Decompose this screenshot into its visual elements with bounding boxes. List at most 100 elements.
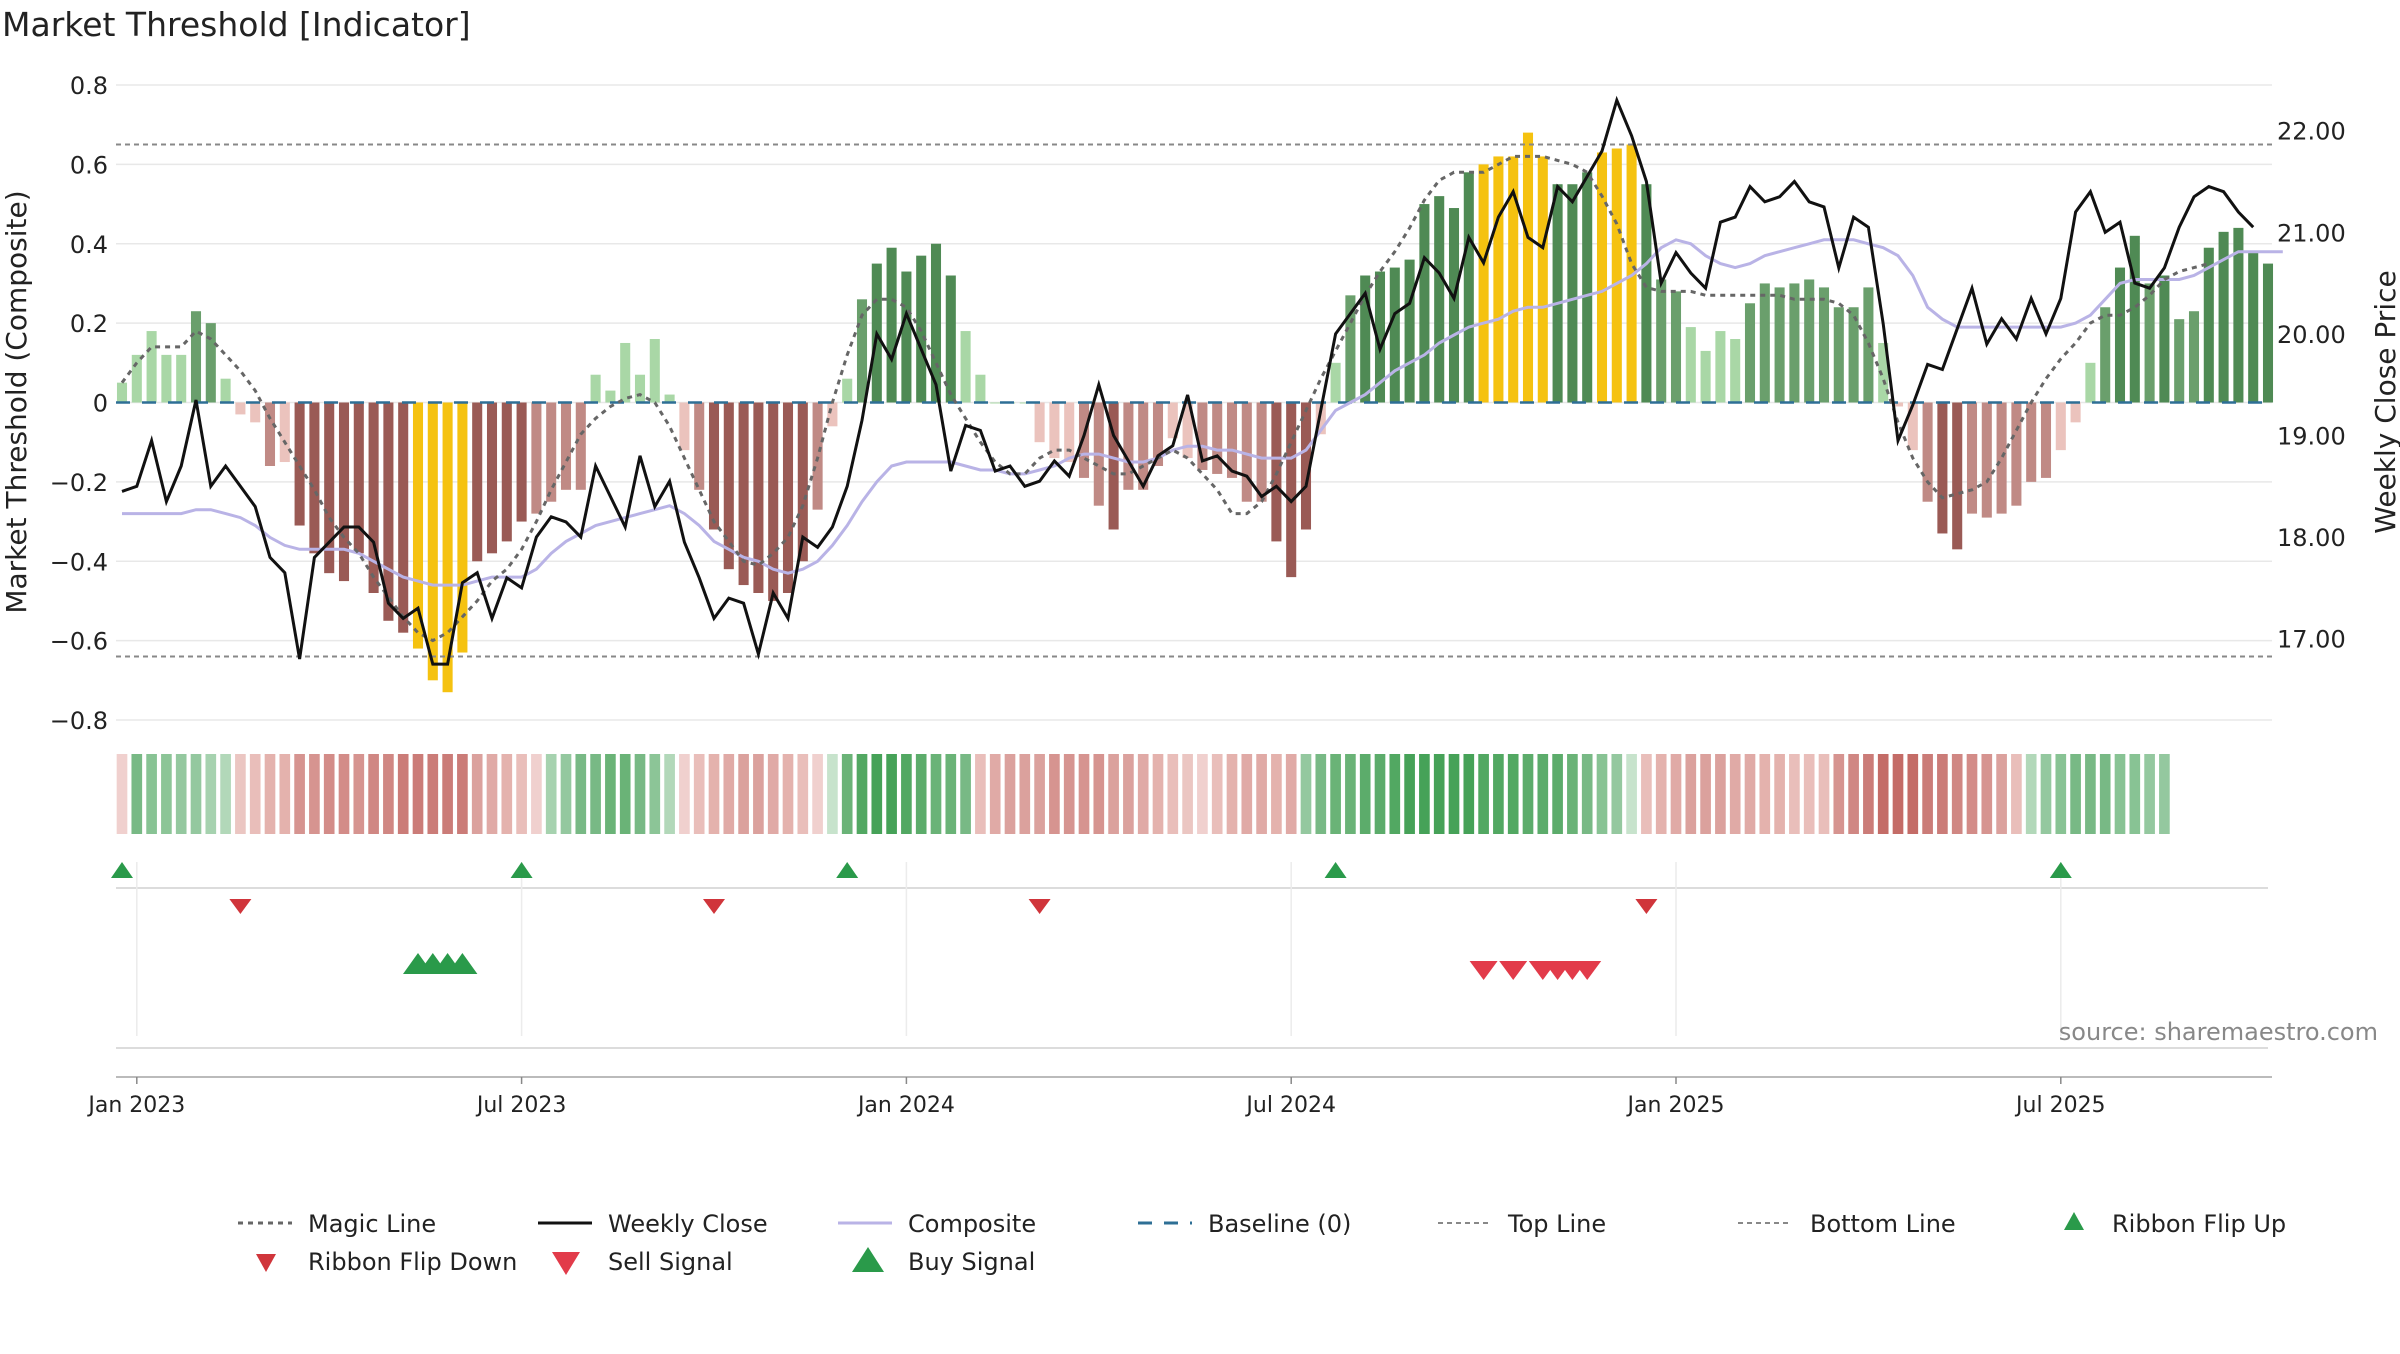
ribbon-cell [2085,754,2096,834]
composite-bar [2100,307,2111,403]
composite-bar [1448,208,1460,403]
legend-weekly-close: Weekly Close [538,1210,768,1238]
ribbon-cell [1877,754,1889,834]
y-tick-label: −0.2 [50,469,108,497]
composite-bar [1522,132,1534,403]
composite-bar [886,247,897,403]
ribbon-cell [1211,754,1223,834]
composite-bar [220,378,231,403]
ribbon-cell [738,754,749,834]
composite-bar [1922,402,1933,502]
ribbon-cell [2025,754,2037,834]
y2-tick-label: 22.00 [2277,118,2346,146]
ribbon-cell [1330,754,1341,834]
ribbon-cell [1389,754,1401,834]
y2-tick-label: 20.00 [2277,321,2346,349]
legend-ribbon-flip-up-label: Ribbon Flip Up [2112,1210,2286,1238]
composite-bar [531,402,542,514]
buy-signal-marker [447,953,478,974]
legend-bottom-line: Bottom Line [1738,1210,1956,1238]
composite-bar [1389,267,1400,403]
composite-bar [664,394,675,403]
ribbon-flip-down-marker [703,899,725,914]
composite-bar [2070,402,2081,423]
composite-bar [560,402,572,490]
ribbon-cell [856,754,868,834]
ribbon-cell [1892,754,1904,834]
composite-bar [945,275,956,403]
ribbon-cell [2144,754,2155,834]
ribbon-cell [1063,754,1075,834]
ribbon-cell [545,754,557,834]
composite-bar [1848,307,1859,403]
y-tick-label: 0.4 [70,231,108,259]
composite-bar [176,354,187,403]
composite-bar [1049,402,1060,459]
ribbon-cell [827,754,838,834]
ribbon-cell [2129,754,2141,834]
ribbon-cell [1404,754,1415,834]
composite-bar [1744,303,1756,403]
composite-bar [738,402,749,586]
composite-bar [501,402,512,542]
ribbon-flip-up-marker [510,862,533,878]
ribbon-cell [1271,754,1282,834]
composite-bar [1552,184,1563,403]
composite-bar [1064,402,1075,463]
ribbon-cell [235,754,246,834]
composite-bar [1374,271,1386,403]
ribbon-cell [1345,754,1356,834]
ribbon-flip-down-marker [1635,899,1658,914]
composite-bar [338,402,350,582]
ribbon-cell [1448,754,1460,834]
composite-bar [1996,402,2007,514]
composite-bar [901,271,912,403]
ribbon-cell [501,754,513,834]
ribbon-cell [1848,754,1859,834]
legend-bottom-line-label: Bottom Line [1810,1210,1956,1238]
composite-bar [1508,156,1519,403]
y-tick-label: 0.6 [70,151,108,179]
ribbon-cell [2011,754,2022,834]
ribbon-cell [1034,754,1045,834]
composite-bar [1981,402,1992,518]
ribbon-cell [294,754,305,834]
ribbon-cell [309,754,320,834]
ribbon-cell [1137,754,1149,834]
ribbon-cell [1433,754,1445,834]
composite-bar [1241,402,1252,502]
composite-bar [1108,402,1119,530]
composite-bar [1463,172,1474,403]
ribbon-cell [1537,754,1549,834]
composite-bar [1138,402,1149,490]
legend-sell-signal-label: Sell Signal [608,1248,733,1276]
composite-bar [2188,311,2200,403]
composite-bar [383,402,394,621]
magic-line [120,154,2210,643]
ribbon-cell [1478,754,1489,834]
ribbon-cell [205,754,217,834]
composite-bar [2114,267,2126,403]
composite-bar [1300,402,1312,530]
composite-bar [708,402,720,530]
ribbon-flip-down-marker [229,899,252,914]
ribbon-cell [782,754,794,834]
composite-bar [1226,402,1238,478]
composite-bar [398,402,409,633]
legend-ribbon-flip-down-marker [256,1254,276,1272]
ribbon-cell [1715,754,1726,834]
composite-bar [842,378,853,403]
x-tick-label: Jul 2025 [2014,1093,2106,1118]
ribbon-cell [1611,754,1623,834]
composite-bar [1078,402,1090,478]
legend-buy-signal-label: Buy Signal [908,1248,1035,1276]
ribbon-cell [619,754,631,834]
composite-bar [575,402,586,490]
composite-bar [1656,279,1667,403]
ribbon-cell [1818,754,1830,834]
composite-bar [1626,144,1637,403]
composite-bar [2218,231,2229,403]
composite-bar [753,402,764,593]
ribbon-cell [368,754,379,834]
